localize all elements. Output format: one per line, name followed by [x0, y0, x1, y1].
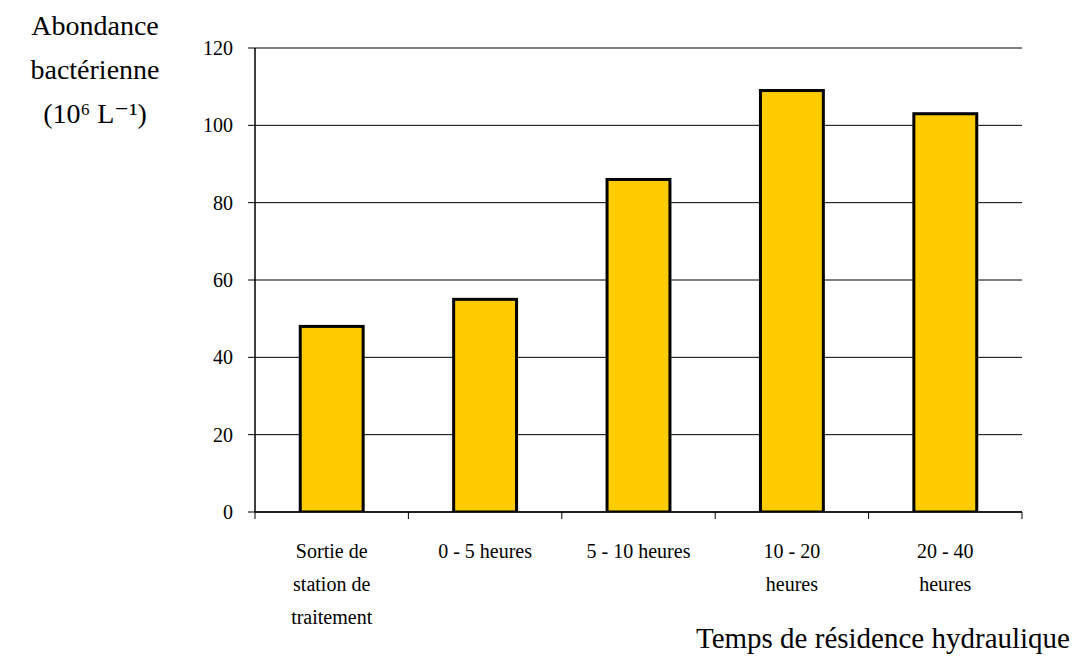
y-axis-label: Abondance bactérienne (10⁶ L⁻¹) [30, 10, 159, 129]
label-line: Abondance [31, 10, 159, 41]
bar [454, 299, 517, 512]
x-tick-label: 20 - 40 heures [917, 540, 974, 595]
y-tick [248, 434, 255, 435]
label-line: 20 - 40 [917, 540, 974, 562]
y-tick-label: 20 [213, 424, 233, 446]
y-tick-label: 0 [223, 501, 233, 523]
bar [300, 326, 363, 512]
label-line: (10⁶ L⁻¹) [43, 98, 147, 129]
x-tick-label: Sortie de station de traitement [291, 540, 373, 628]
y-tick-label: 100 [203, 114, 233, 136]
x-tick-mark [408, 512, 409, 519]
y-tick [248, 512, 255, 513]
y-tick [248, 202, 255, 203]
x-tick-mark [715, 512, 716, 519]
x-axis [255, 511, 1022, 513]
x-axis-label: Temps de résidence hydraulique [696, 622, 1070, 654]
label-line: heures [766, 573, 818, 595]
grid-line [255, 125, 1022, 126]
x-tick-label: 0 - 5 heures [438, 540, 532, 562]
y-tick-label: 40 [213, 346, 233, 368]
x-tick-mark [1022, 512, 1023, 519]
bars [300, 91, 976, 512]
chart-container: 0 20 40 60 80 100 120 Sortie de station de traite… [0, 0, 1084, 662]
bar [914, 114, 977, 512]
y-axis [254, 48, 256, 512]
bar [607, 179, 670, 512]
x-tick-label: 5 - 10 heures [587, 540, 691, 562]
y-tick [248, 48, 255, 49]
y-tick-label: 120 [203, 37, 233, 59]
label-line: station de [293, 573, 370, 595]
label-line: bactérienne [30, 54, 159, 85]
y-tick [248, 125, 255, 126]
x-tick-mark [255, 512, 256, 519]
y-tick [248, 357, 255, 358]
x-tick-label: 10 - 20 heures [764, 540, 821, 595]
label-line: 0 - 5 heures [438, 540, 532, 562]
chart-svg: 0 20 40 60 80 100 120 Sortie de station de traite… [0, 0, 1084, 662]
label-line: 5 - 10 heures [587, 540, 691, 562]
y-tick [248, 280, 255, 281]
x-tick-mark [868, 512, 869, 519]
x-tick-mark [561, 512, 562, 519]
y-tick-label: 80 [213, 192, 233, 214]
grid-line [255, 512, 1022, 513]
label-line: traitement [291, 606, 373, 628]
label-line: Sortie de [296, 540, 368, 562]
label-line: 10 - 20 [764, 540, 821, 562]
label-line: heures [919, 573, 971, 595]
bar [760, 91, 823, 512]
grid-line [255, 48, 1022, 49]
y-tick-label: 60 [213, 269, 233, 291]
